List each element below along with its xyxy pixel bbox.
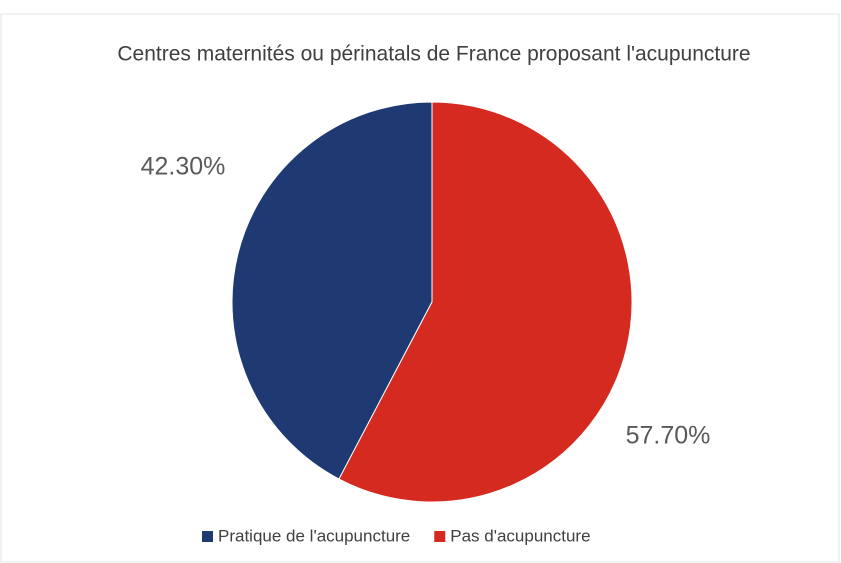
pie-slice: [338, 101, 633, 503]
legend-swatch: [202, 531, 213, 542]
data-label: 57.70%: [626, 422, 711, 450]
legend-label: Pas d'acupuncture: [450, 526, 590, 545]
legend-swatch: [434, 531, 446, 542]
data-label: 42.30%: [141, 153, 226, 181]
chart-title: Centres maternités ou périnatals de Fran…: [117, 43, 750, 66]
legend-label: Pratique de l'acupuncture: [218, 526, 410, 545]
pie-slice: [231, 101, 433, 480]
